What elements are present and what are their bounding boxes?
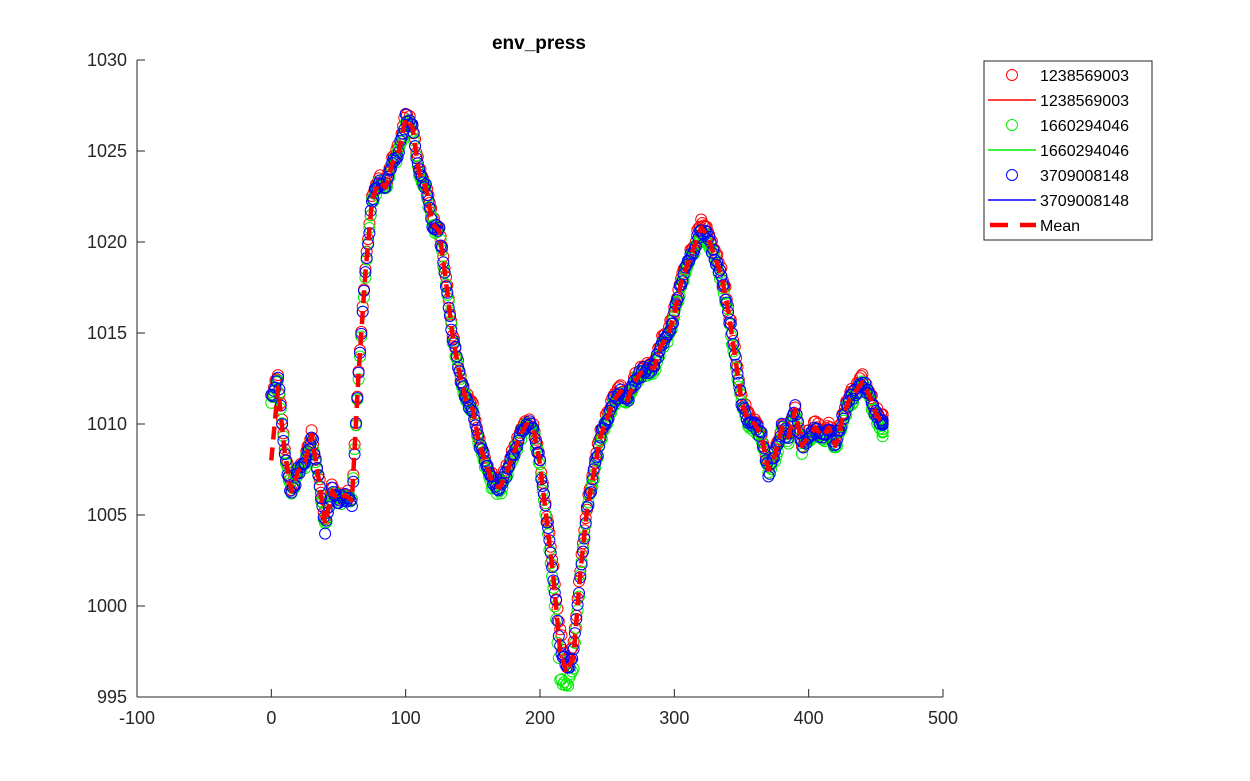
x-tick-label: 400 xyxy=(794,708,824,728)
legend-label: 1238569003 xyxy=(1040,93,1129,110)
x-tick-label: -100 xyxy=(119,708,155,728)
data-point xyxy=(754,427,767,440)
data-point xyxy=(272,369,284,382)
data-point xyxy=(667,317,679,330)
data-point xyxy=(552,651,565,664)
data-point xyxy=(837,412,850,425)
legend-label: 1660294046 xyxy=(1040,143,1129,160)
data-point xyxy=(560,677,573,690)
data-point xyxy=(754,425,767,438)
data-point xyxy=(417,176,430,189)
axes-layer: -100 0 100 200 300 400 500 995 1000 1005 1010 1015 1… xyxy=(87,50,958,728)
y-tick-label: 1005 xyxy=(87,505,127,525)
data-point xyxy=(551,636,564,649)
legend-item: 3709008148 xyxy=(988,193,1129,210)
x-tick-label: 0 xyxy=(266,708,276,728)
x-tick-label: 100 xyxy=(391,708,421,728)
data-point xyxy=(305,431,318,444)
data-point xyxy=(293,467,306,480)
legend-label: Mean xyxy=(1040,218,1080,235)
data-point xyxy=(736,401,749,414)
data-point xyxy=(876,417,889,430)
data-point xyxy=(523,415,536,428)
legend-marker-circle xyxy=(1006,119,1018,131)
data-point xyxy=(755,426,768,439)
data-point xyxy=(465,404,478,417)
y-tick-label: 1025 xyxy=(87,141,127,161)
data-point xyxy=(485,470,498,483)
data-point xyxy=(499,466,512,479)
data-point xyxy=(399,108,412,121)
data-point xyxy=(679,261,692,274)
legend-item: 1238569003 xyxy=(1006,68,1129,85)
data-point xyxy=(876,414,889,427)
data-point xyxy=(265,396,278,409)
series-layer xyxy=(265,107,889,692)
y-tick-label: 1000 xyxy=(87,596,127,616)
y-tick-label: 995 xyxy=(97,687,127,707)
y-tick-label: 1010 xyxy=(87,414,127,434)
data-point xyxy=(344,494,357,507)
legend-label: 3709008148 xyxy=(1040,168,1129,185)
data-point xyxy=(708,253,721,266)
data-point xyxy=(554,623,567,636)
data-point xyxy=(272,371,284,384)
legend-marker-circle xyxy=(1006,69,1018,81)
legend: 1238569003 1238569003 1660294046 1660294046… xyxy=(983,60,1153,241)
y-tick-label: 1015 xyxy=(87,323,127,343)
data-point xyxy=(672,295,685,308)
data-point xyxy=(478,451,491,464)
data-point xyxy=(701,233,714,246)
x-tick-label: 300 xyxy=(659,708,689,728)
x-tick-label: 200 xyxy=(525,708,555,728)
data-point xyxy=(650,356,663,369)
data-point xyxy=(390,152,403,164)
legend-item: Mean xyxy=(990,218,1080,235)
data-point xyxy=(621,392,634,405)
legend-item: 1660294046 xyxy=(988,143,1129,160)
data-point xyxy=(714,263,726,276)
mean-line xyxy=(269,115,885,676)
legend-label: 3709008148 xyxy=(1040,193,1129,210)
legend-marker-circle xyxy=(1006,169,1018,181)
data-point xyxy=(341,492,354,505)
data-point xyxy=(852,380,865,393)
legend-label: 1238569003 xyxy=(1040,68,1129,85)
plot-area: -100 0 100 200 300 400 500 995 1000 1005 1010 1015 1… xyxy=(87,50,958,728)
data-point xyxy=(319,527,332,540)
legend-label: 1660294046 xyxy=(1040,118,1129,135)
legend-item: 1238569003 xyxy=(988,93,1129,110)
y-tick-label: 1020 xyxy=(87,232,127,252)
x-tick-label: 500 xyxy=(928,708,958,728)
data-point xyxy=(652,351,665,364)
legend-item: 3709008148 xyxy=(1006,168,1129,185)
data-point xyxy=(562,679,575,692)
data-point xyxy=(707,243,720,256)
data-point xyxy=(661,328,674,341)
y-tick-label: 1030 xyxy=(87,50,127,70)
chart-title: env_press xyxy=(492,33,586,54)
legend-item: 1660294046 xyxy=(1006,118,1129,135)
